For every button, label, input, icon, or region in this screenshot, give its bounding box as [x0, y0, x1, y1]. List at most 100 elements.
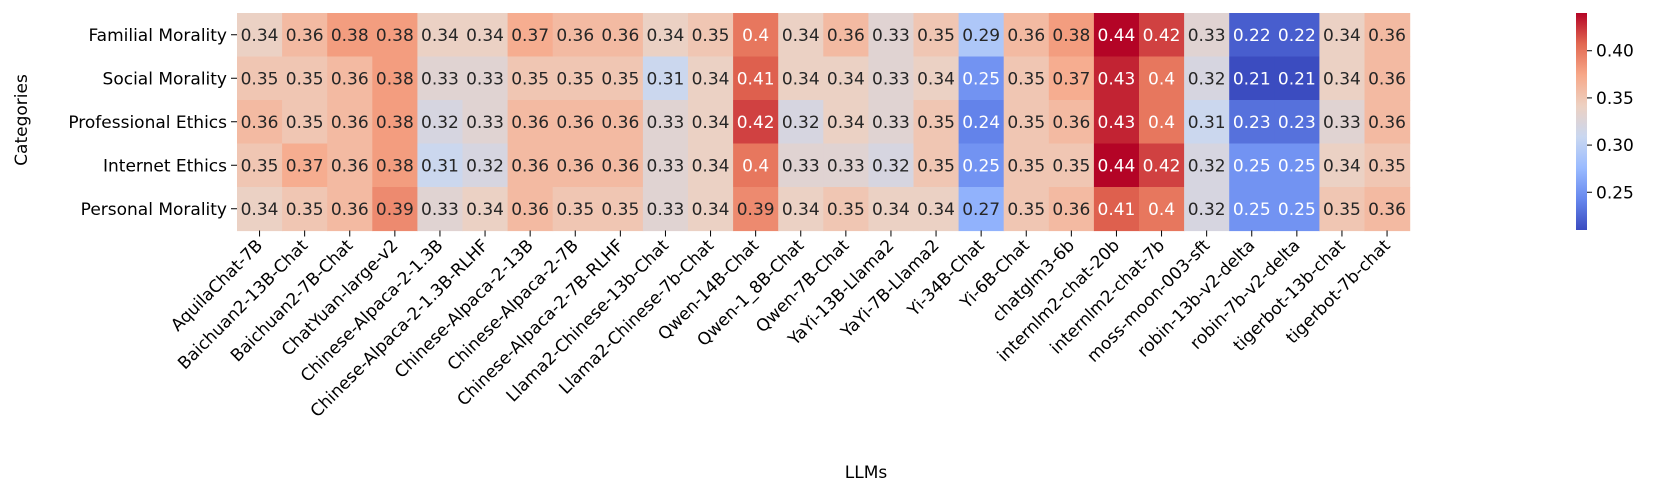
cell-value-label: 0.33 — [647, 113, 685, 133]
column-tick-labels: AquilaChat-7BBaichuan2-13B-ChatBaichuan2… — [167, 230, 1395, 422]
heatmap-cell — [1364, 13, 1411, 58]
heatmap-cell — [552, 56, 599, 101]
cell-value-label: 0.35 — [286, 113, 324, 133]
cell-value-label: 0.44 — [1098, 26, 1136, 46]
heatmap-cell — [237, 187, 283, 232]
cell-value-label: 0.24 — [962, 113, 1000, 133]
heatmap-cell — [913, 143, 960, 188]
cell-value-label: 0.35 — [1323, 200, 1361, 220]
row-tick-labels: Familial Morality Social Morality Professi… — [68, 26, 237, 220]
heatmap-cell — [462, 143, 509, 188]
cell-value-label: 0.35 — [601, 69, 639, 89]
cell-value-label: 0.36 — [1052, 113, 1090, 133]
heatmap-cell — [958, 187, 1005, 232]
heatmap-cell — [913, 13, 960, 58]
cell-value-label: 0.38 — [376, 156, 414, 176]
cell-value-label: 0.36 — [511, 156, 549, 176]
cell-value-label: 0.35 — [1007, 69, 1045, 89]
cell-value-label: 0.25 — [1278, 200, 1316, 220]
cell-value-label: 0.33 — [647, 200, 685, 220]
cell-value-label: 0.32 — [466, 156, 504, 176]
heatmap-cell — [507, 56, 554, 101]
cell-value-label: 0.34 — [827, 113, 865, 133]
cell-value-label: 0.35 — [827, 200, 865, 220]
cell-value-label: 0.33 — [466, 113, 504, 133]
heatmap-cell — [417, 143, 464, 188]
heatmap-cell — [958, 56, 1005, 101]
cell-value-label: 0.36 — [1368, 26, 1406, 46]
cell-value-label: 0.38 — [376, 26, 414, 46]
cell-value-label: 0.43 — [1098, 113, 1136, 133]
cell-value-label: 0.41 — [1098, 200, 1136, 220]
heatmap-cell — [282, 56, 328, 101]
heatmap-cell — [642, 13, 689, 58]
heatmap-cell — [237, 100, 283, 145]
cell-value-label: 0.36 — [1368, 113, 1406, 133]
heatmap-cell — [778, 56, 824, 101]
heatmap-cell — [958, 13, 1005, 58]
cell-value-label: 0.35 — [601, 200, 639, 220]
heatmap-cell — [868, 187, 915, 232]
heatmap-cell — [1048, 100, 1095, 145]
cell-value-label: 0.34 — [917, 69, 955, 89]
heatmap-cell — [1319, 56, 1366, 101]
cell-value-label: 0.32 — [1188, 200, 1226, 220]
cell-value-label: 0.37 — [511, 26, 549, 46]
heatmap-cell — [868, 13, 915, 58]
cell-value-label: 0.4 — [742, 26, 769, 46]
heatmap-cell — [1184, 13, 1230, 58]
heatmap-cell — [507, 143, 554, 188]
heatmap-cell — [1184, 143, 1230, 188]
cell-value-label: 0.34 — [692, 69, 730, 89]
heatmap-cell — [1139, 187, 1185, 232]
cell-value-label: 0.21 — [1233, 69, 1271, 89]
colorbar-gradient — [1576, 13, 1587, 230]
cell-value-label: 0.35 — [1007, 113, 1045, 133]
heatmap-cell — [868, 56, 915, 101]
cell-value-label: 0.34 — [1323, 69, 1361, 89]
heatmap-cell — [823, 13, 869, 58]
cell-value-label: 0.36 — [331, 156, 369, 176]
heatmap-cell — [552, 13, 599, 58]
heatmap-cell — [237, 56, 283, 101]
cell-value-label: 0.25 — [1233, 156, 1271, 176]
cell-value-label: 0.39 — [737, 200, 775, 220]
cell-value-label: 0.36 — [1368, 200, 1406, 220]
heatmap-cell — [823, 56, 869, 101]
heatmap-cell — [1003, 100, 1050, 145]
row-tick-label: Professional Ethics — [68, 113, 227, 133]
heatmap-cell — [778, 187, 824, 232]
heatmap-cell — [1274, 100, 1320, 145]
heatmap-cell — [1093, 100, 1140, 145]
colorbar: 0.25 0.30 0.35 0.40 — [1576, 13, 1634, 230]
cell-value-label: 0.36 — [556, 156, 594, 176]
cell-value-label: 0.32 — [421, 113, 459, 133]
heatmap-cell — [913, 56, 960, 101]
heatmap-cell — [1184, 100, 1230, 145]
heatmap-cell — [1364, 56, 1411, 101]
heatmap-cell — [417, 100, 464, 145]
heatmap-cell — [552, 187, 599, 232]
heatmap-cell — [1093, 143, 1140, 188]
heatmap-cell — [1319, 13, 1366, 58]
heatmap-cell — [507, 13, 554, 58]
cell-value-label: 0.33 — [421, 69, 459, 89]
heatmap-cell — [237, 13, 283, 58]
heatmap-cell — [1229, 56, 1275, 101]
heatmap-cell — [1274, 187, 1320, 232]
heatmap-cell — [1048, 187, 1095, 232]
heatmap-cell — [688, 187, 734, 232]
heatmap-cell — [1229, 187, 1275, 232]
cell-value-label: 0.36 — [331, 200, 369, 220]
heatmap-cell — [1184, 56, 1230, 101]
heatmap-cell — [1274, 13, 1320, 58]
heatmap-cell — [823, 100, 869, 145]
heatmap-cell — [1003, 187, 1050, 232]
cell-value-label: 0.42 — [1143, 156, 1181, 176]
heatmap-cell — [913, 100, 960, 145]
colorbar-tick-label: 0.25 — [1596, 183, 1634, 203]
cell-value-label: 0.35 — [556, 200, 594, 220]
cell-value-label: 0.4 — [1148, 200, 1175, 220]
heatmap-cell — [597, 143, 644, 188]
